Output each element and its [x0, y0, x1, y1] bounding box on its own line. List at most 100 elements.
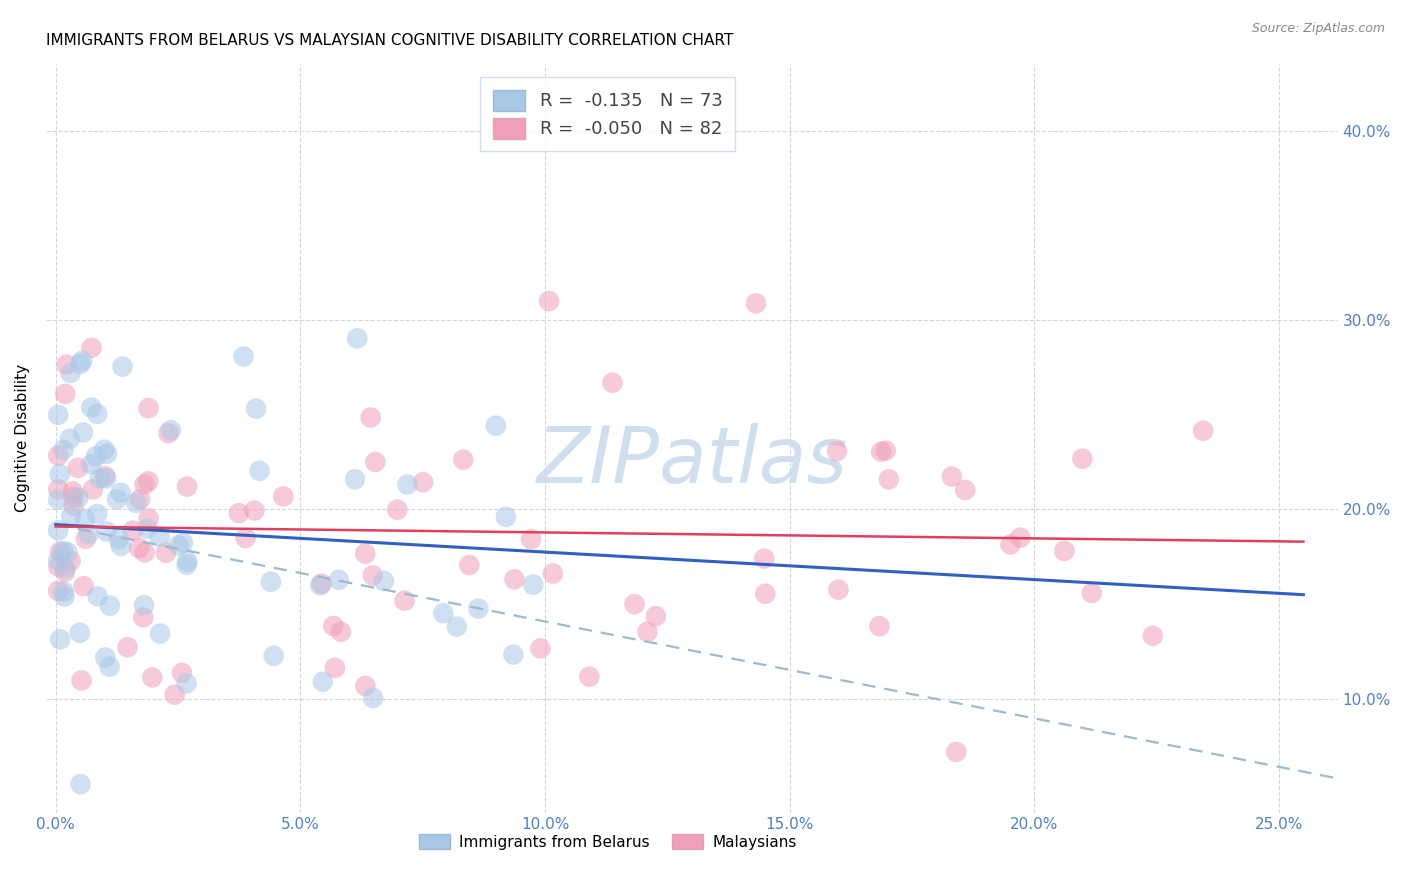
Point [70, 673, 93, 688]
Point [451, 452, 474, 467]
Point [98, 659, 121, 673]
Point [364, 455, 387, 469]
Point [46, 583, 69, 598]
Point [59, 432, 82, 446]
Point [46, 524, 69, 538]
Point [754, 551, 776, 566]
Point [94, 650, 117, 665]
Point [110, 485, 132, 500]
Point [96, 524, 118, 539]
Point [1000, 537, 1022, 551]
Point [80, 341, 103, 355]
Point [346, 331, 368, 345]
Point [62, 499, 84, 513]
Point [59, 366, 82, 380]
Point [263, 648, 285, 663]
Point [232, 350, 254, 364]
Point [167, 538, 190, 552]
Point [49, 632, 72, 647]
Point [323, 661, 346, 675]
Point [159, 423, 181, 437]
Point [458, 558, 481, 572]
Point [825, 444, 848, 458]
Point [343, 472, 366, 486]
Point [69, 625, 91, 640]
Point [86, 507, 108, 521]
Point [1142, 629, 1164, 643]
Point [136, 475, 159, 489]
Point [66, 461, 89, 475]
Point [330, 624, 353, 639]
Point [52, 442, 75, 457]
Text: Source: ZipAtlas.com: Source: ZipAtlas.com [1251, 22, 1385, 36]
Point [235, 531, 257, 545]
Point [157, 426, 180, 441]
Point [870, 444, 893, 458]
Point [132, 598, 155, 612]
Point [503, 572, 526, 586]
Point [495, 509, 517, 524]
Point [1053, 544, 1076, 558]
Point [309, 578, 332, 592]
Point [138, 401, 160, 416]
Point [132, 610, 155, 624]
Point [46, 559, 69, 574]
Point [432, 606, 454, 620]
Point [361, 690, 384, 705]
Point [46, 408, 69, 422]
Point [46, 449, 69, 463]
Text: ZIPatlas: ZIPatlas [536, 423, 848, 499]
Point [134, 477, 156, 491]
Point [522, 577, 544, 591]
Point [1010, 531, 1032, 545]
Point [53, 565, 76, 579]
Point [105, 492, 128, 507]
Point [249, 464, 271, 478]
Point [312, 674, 335, 689]
Point [228, 506, 250, 520]
Point [446, 619, 468, 633]
Point [72, 425, 94, 440]
Point [1192, 424, 1215, 438]
Point [373, 574, 395, 588]
Point [538, 294, 561, 309]
Point [1081, 586, 1104, 600]
Point [86, 407, 108, 421]
Point [485, 418, 508, 433]
Point [644, 609, 666, 624]
Point [136, 522, 159, 536]
Point [311, 576, 333, 591]
Point [94, 469, 117, 483]
Point [134, 545, 156, 559]
Point [170, 665, 193, 680]
Point [72, 579, 94, 593]
Point [46, 492, 69, 507]
Point [412, 475, 434, 490]
Point [62, 484, 84, 499]
Point [77, 527, 100, 541]
Point [69, 777, 91, 791]
Point [80, 401, 103, 415]
Point [396, 477, 419, 491]
Point [176, 558, 198, 572]
Point [70, 353, 93, 368]
Point [745, 296, 768, 310]
Point [53, 590, 76, 604]
Point [128, 541, 150, 556]
Point [94, 471, 117, 485]
Point [129, 492, 152, 507]
Point [89, 471, 111, 485]
Point [354, 547, 377, 561]
Point [172, 536, 194, 550]
Point [529, 641, 551, 656]
Point [754, 587, 776, 601]
Point [46, 553, 69, 567]
Point [52, 544, 75, 558]
Point [60, 509, 83, 524]
Point [125, 496, 148, 510]
Point [163, 688, 186, 702]
Point [387, 502, 409, 516]
Point [52, 584, 75, 599]
Point [141, 670, 163, 684]
Point [869, 619, 891, 633]
